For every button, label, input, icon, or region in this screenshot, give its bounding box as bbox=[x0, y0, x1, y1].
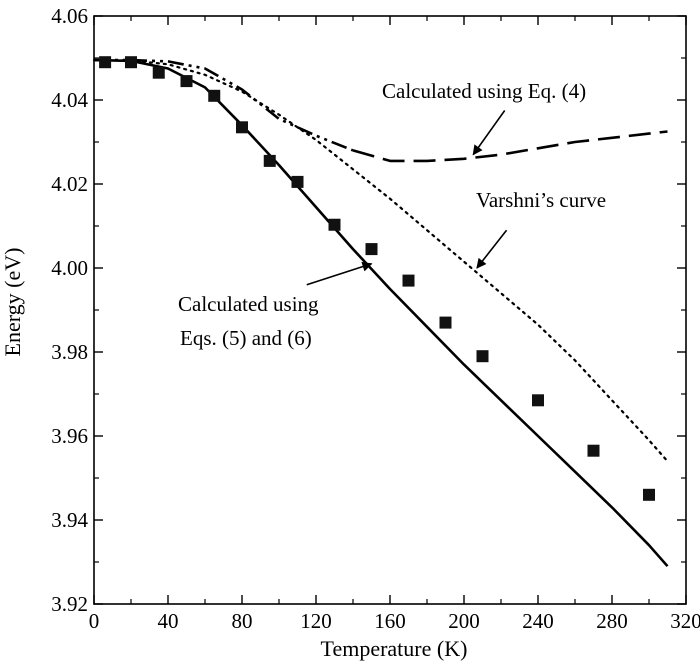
x-tick-label: 240 bbox=[522, 609, 554, 633]
data-point-marker bbox=[587, 444, 600, 457]
annotation-varshni-label: Varshni’s curve bbox=[476, 188, 606, 212]
x-tick-label: 40 bbox=[158, 609, 179, 633]
data-point-marker bbox=[208, 89, 221, 102]
data-point-marker bbox=[365, 243, 378, 256]
data-point-marker bbox=[402, 274, 415, 287]
y-tick-label: 3.96 bbox=[51, 424, 88, 448]
annotation-eq4-arrow bbox=[472, 110, 506, 156]
data-point-marker bbox=[125, 56, 137, 69]
data-point-marker bbox=[263, 154, 276, 167]
data-point-marker bbox=[328, 218, 341, 231]
data-point-marker bbox=[532, 394, 544, 407]
y-tick-label: 4.04 bbox=[51, 88, 88, 112]
x-tick-label: 160 bbox=[374, 609, 406, 633]
y-tick-label: 3.98 bbox=[51, 340, 88, 364]
x-tick-label: 0 bbox=[89, 609, 100, 633]
annotation-varshni-arrow bbox=[476, 229, 508, 269]
data-point-marker bbox=[236, 121, 248, 134]
x-tick-label: 120 bbox=[300, 609, 332, 633]
data-point-marker bbox=[643, 488, 655, 501]
series-layer bbox=[92, 58, 669, 568]
x-tick-label: 320 bbox=[670, 609, 700, 633]
y-tick-label: 3.94 bbox=[51, 508, 88, 532]
y-tick-label: 4.02 bbox=[51, 172, 88, 196]
annotation-eq56-arrow bbox=[306, 261, 373, 286]
data-point-marker bbox=[439, 316, 452, 329]
x-tick-label: 80 bbox=[232, 609, 253, 633]
data-point-marker bbox=[476, 350, 489, 363]
series-dashed-line bbox=[352, 130, 668, 163]
series-dash-dot-dot-line bbox=[94, 58, 354, 152]
x-tick-label: 200 bbox=[448, 609, 480, 633]
y-tick-label: 4.06 bbox=[51, 4, 88, 28]
markers-layer bbox=[99, 56, 655, 501]
y-tick-label: 3.92 bbox=[51, 592, 88, 616]
data-point-marker bbox=[152, 66, 165, 79]
annotation-eq56-label-line2: Eqs. (5) and (6) bbox=[180, 326, 312, 350]
data-point-marker bbox=[291, 175, 304, 188]
series-solid-line bbox=[93, 58, 669, 568]
annotation-eq4-label: Calculated using Eq. (4) bbox=[382, 79, 586, 103]
ticks-layer: 0 40 80 120 160 200 240 280 320 3.92 3.94 3.96 3.98 4… bbox=[51, 4, 700, 633]
y-tick-label: 4.00 bbox=[51, 256, 88, 280]
data-point-marker bbox=[180, 75, 193, 88]
series-dotted-line bbox=[92, 59, 669, 463]
y-axis-title: Energy (eV) bbox=[0, 248, 25, 357]
x-axis-title: Temperature (K) bbox=[321, 636, 468, 661]
annotation-layer: Calculated using Eq. (4) Varshni’s curve C… bbox=[178, 79, 606, 350]
data-point-marker bbox=[99, 56, 112, 69]
annotation-eq56-label-line1: Calculated using bbox=[178, 292, 319, 316]
x-tick-label: 280 bbox=[596, 609, 628, 633]
